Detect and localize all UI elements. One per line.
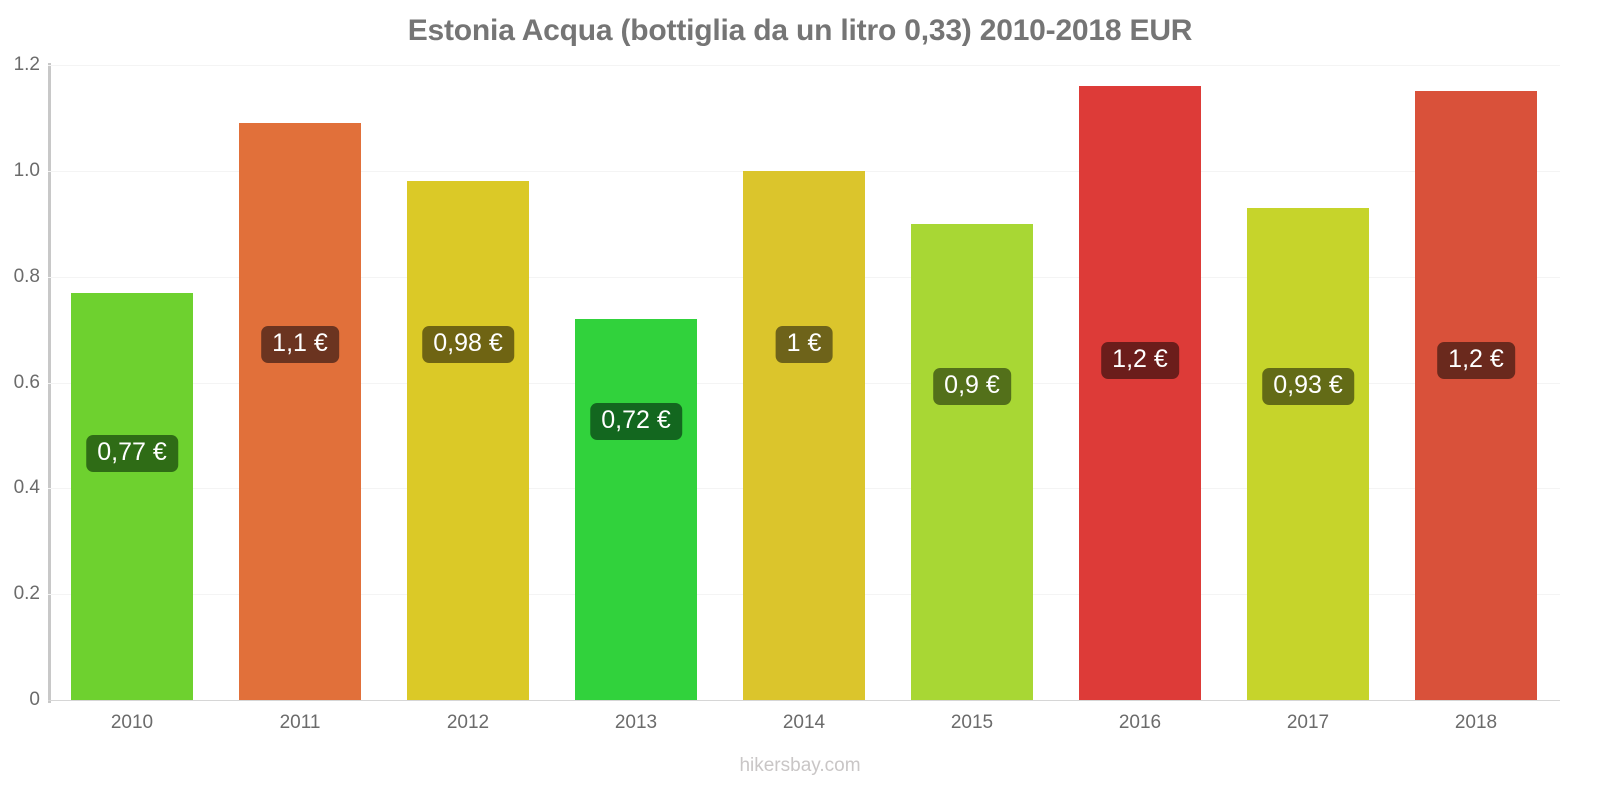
- y-axis-tick-label: 0.2: [13, 583, 40, 605]
- bar[interactable]: 0,72 €: [575, 319, 697, 700]
- y-axis-tick-labels: 0 0.2 0.4 0.6 0.8 1.0 1.2: [0, 54, 40, 710]
- bar-value-label: 0,9 €: [933, 368, 1011, 406]
- x-axis-tick-label: 2015: [950, 712, 994, 733]
- bar-value-label: 0,98 €: [422, 326, 514, 364]
- x-axis-tick-label: 2013: [614, 712, 658, 733]
- bar-value-label: 1 €: [775, 326, 833, 364]
- bar[interactable]: 1,1 €: [239, 123, 361, 700]
- gridline: [48, 65, 1560, 66]
- y-axis-tick-label: 1.0: [13, 159, 40, 181]
- bar[interactable]: 0,77 €: [71, 292, 193, 700]
- bar[interactable]: 1,2 €: [1079, 86, 1201, 700]
- bar-value-label: 1,1 €: [261, 326, 339, 364]
- x-axis-tick-label: 2010: [110, 712, 154, 733]
- y-axis-tick-label: 1.2: [13, 54, 40, 75]
- bar-value-label: 0,72 €: [590, 402, 682, 440]
- bar[interactable]: 0,9 €: [911, 223, 1033, 700]
- footer-watermark: hikersbay.com: [739, 755, 861, 776]
- x-axis-tick-label: 2017: [1286, 712, 1330, 733]
- y-axis-tick-label: 0: [29, 689, 40, 710]
- bar[interactable]: 0,98 €: [407, 181, 529, 700]
- bar[interactable]: 0,93 €: [1247, 207, 1369, 700]
- bar-value-label: 0,77 €: [86, 434, 178, 472]
- bar-value-label: 1,2 €: [1437, 341, 1515, 379]
- gridline: [48, 700, 1560, 701]
- x-axis-tick-label: 2016: [1118, 712, 1162, 733]
- y-axis-tick-label: 0.4: [13, 477, 40, 499]
- x-axis-tick-label: 2014: [782, 712, 826, 733]
- y-axis-tick-label: 0.8: [13, 265, 40, 287]
- bar[interactable]: 1,2 €: [1415, 91, 1537, 700]
- plot-area: 0,77 € 1,1 € 0,98 € 0,72 € 1 € 0,9 € 1,2 € 0,93…: [48, 65, 1560, 701]
- bar[interactable]: 1 €: [743, 170, 865, 700]
- bar-value-label: 1,2 €: [1101, 341, 1179, 379]
- x-axis-tick-label: 2018: [1454, 712, 1498, 733]
- bar-value-label: 0,93 €: [1262, 368, 1354, 406]
- x-axis-tick-label: 2012: [446, 712, 490, 733]
- y-axis-tick-label: 0.6: [13, 371, 40, 393]
- x-axis-tick-label: 2011: [279, 712, 321, 733]
- chart-title: Estonia Acqua (bottiglia da un litro 0,3…: [407, 14, 1193, 47]
